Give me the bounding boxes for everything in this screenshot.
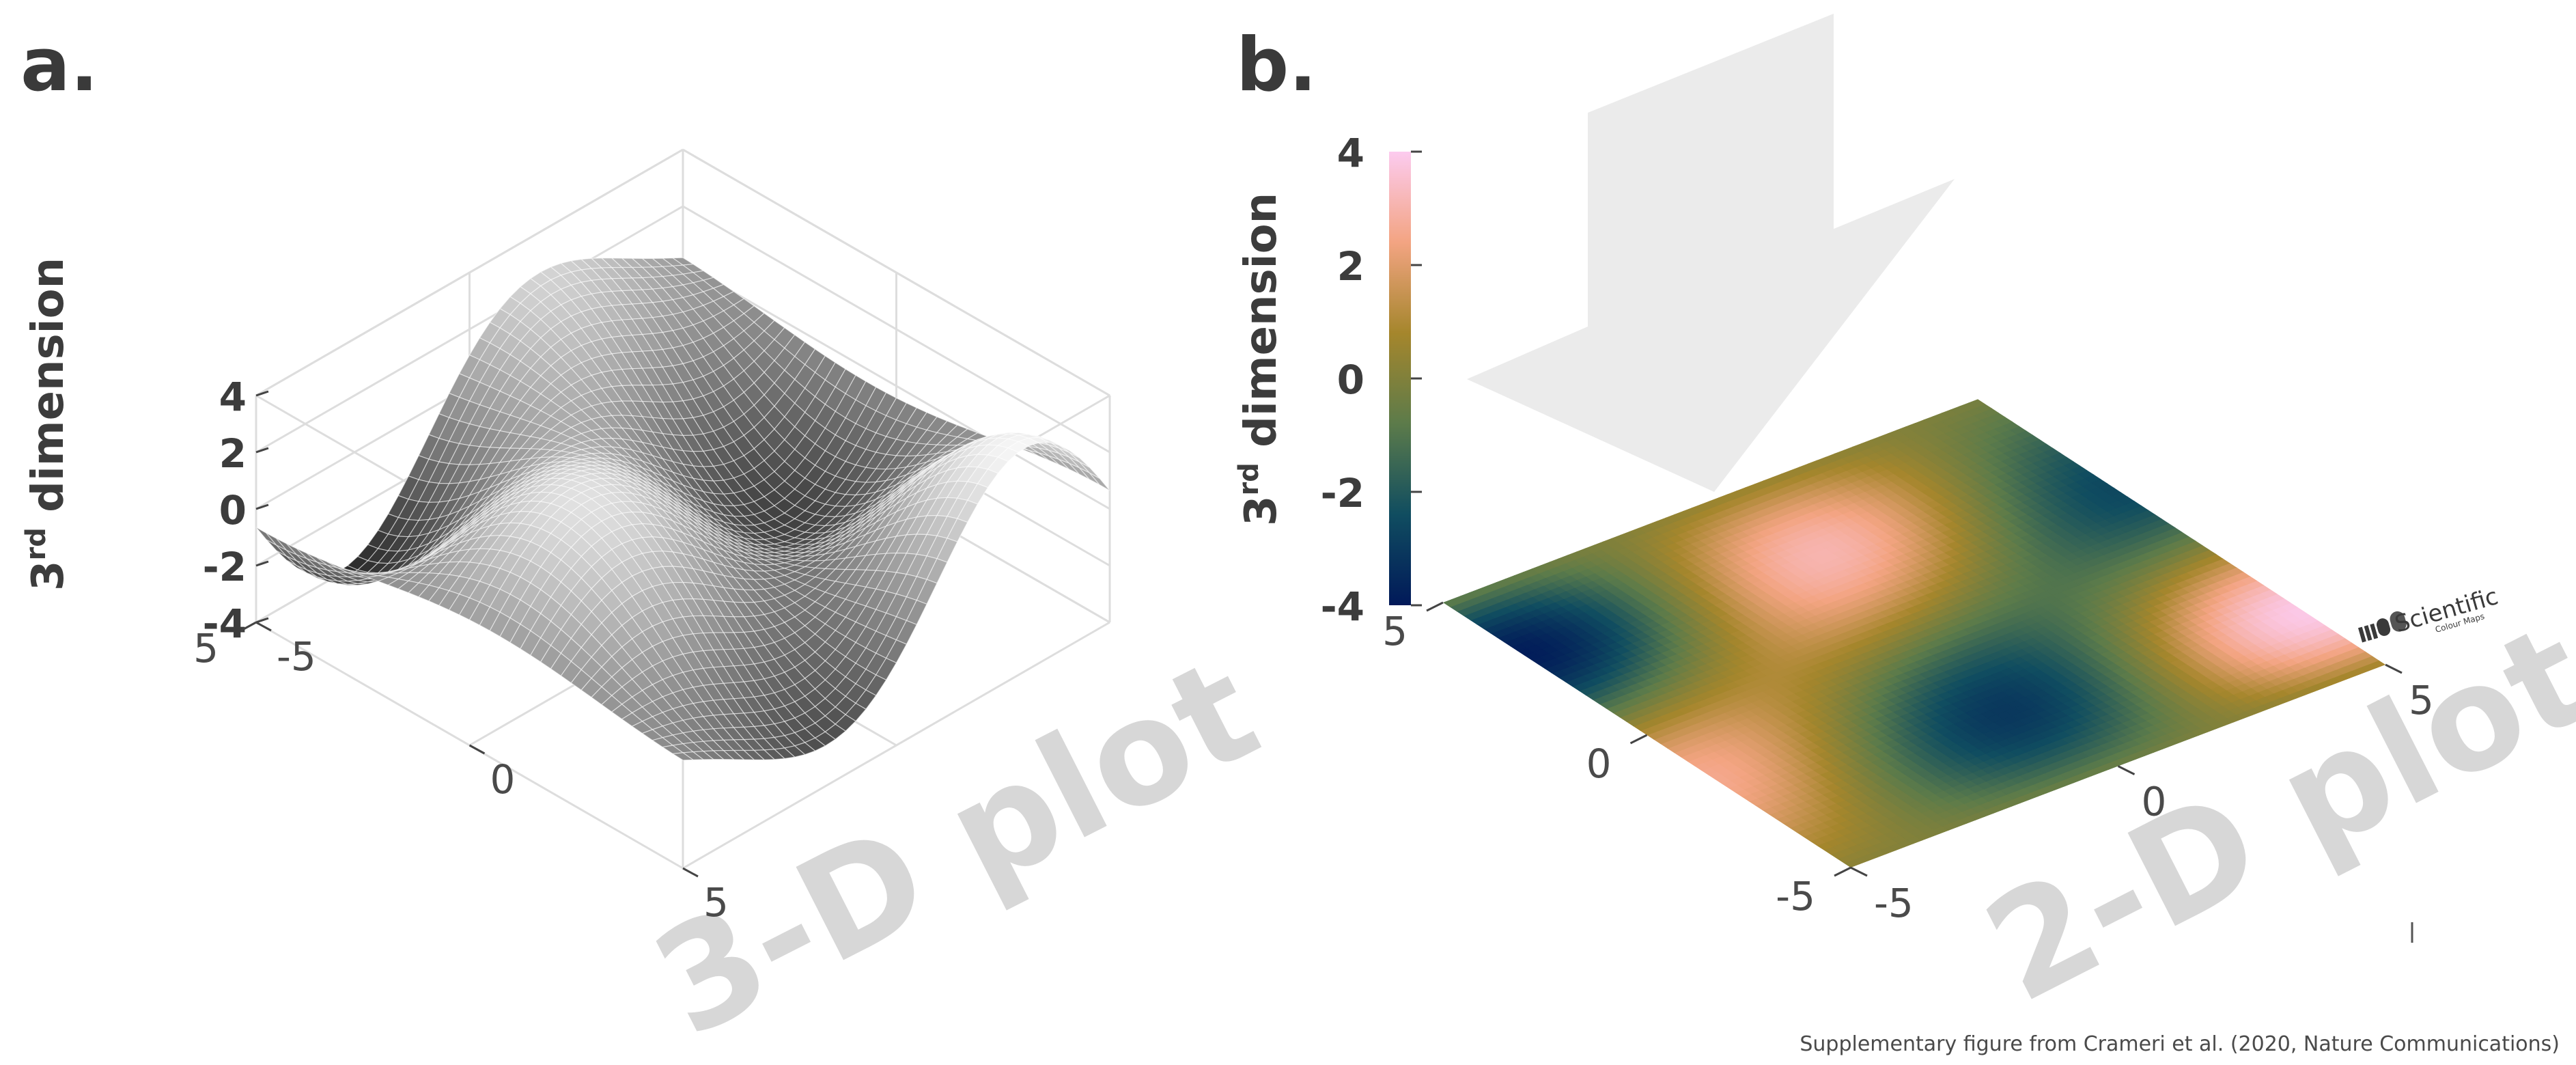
surface-facet bbox=[1089, 472, 1110, 491]
z-tick bbox=[255, 447, 269, 454]
y-tick-label: -5 bbox=[277, 633, 316, 680]
panel-a-z-axis-label: 3rd dimension bbox=[20, 258, 74, 591]
colorbar bbox=[1389, 152, 1411, 605]
surface-facet bbox=[671, 752, 695, 761]
surface-facet bbox=[255, 527, 277, 546]
z-tick-label: -4 bbox=[203, 600, 247, 647]
y-tick bbox=[468, 744, 486, 755]
z-tick-label: 4 bbox=[219, 374, 247, 420]
floor-grid-line bbox=[682, 621, 1110, 870]
heatmap-plane bbox=[1443, 399, 2385, 868]
wall-grid-line bbox=[682, 262, 1110, 510]
wall-grid-line bbox=[255, 148, 684, 397]
y-tick bbox=[255, 621, 272, 632]
panel-a-surface bbox=[255, 257, 1110, 761]
z-tick bbox=[255, 390, 269, 397]
wall-grid-line bbox=[682, 148, 1110, 397]
panel-a-z-ticks: -4 -2 0 2 4 bbox=[203, 374, 269, 647]
z-tick bbox=[255, 617, 269, 624]
wall-grid-line bbox=[682, 205, 1110, 454]
panel-b-colorbar-label: 3rd dimension bbox=[1233, 193, 1287, 526]
colorbar-tick-label: 4 bbox=[1337, 130, 1364, 176]
y-tick-label: 0 bbox=[490, 756, 516, 803]
colorbar-tick-label: 2 bbox=[1337, 243, 1364, 290]
panel-a-letter: a. bbox=[20, 23, 98, 108]
z-tick bbox=[255, 503, 269, 510]
y-tick bbox=[682, 867, 699, 878]
z-tick-label: -2 bbox=[203, 544, 247, 590]
projection-arrow-icon bbox=[1467, 14, 1955, 492]
z-tick bbox=[255, 560, 269, 567]
panel-b-letter: b. bbox=[1236, 23, 1317, 108]
x-tick-label: 5 bbox=[193, 625, 219, 672]
y-tick-label: 5 bbox=[703, 879, 729, 926]
x-tick bbox=[240, 621, 257, 632]
colorbar-ticks: 4 2 0 -2 -4 bbox=[1321, 130, 1422, 630]
wall-grid-line bbox=[255, 205, 684, 454]
colorbar-tick-label: -4 bbox=[1321, 583, 1364, 630]
z-tick-label: 2 bbox=[219, 430, 247, 477]
panel-b: b. 2-D plot 3rd dimension 420-2-4 -505-5… bbox=[1233, 14, 2576, 1035]
colorbar-tick-label: 0 bbox=[1337, 357, 1364, 403]
z-tick-label: 0 bbox=[219, 487, 247, 534]
colorbar-tick-label: -2 bbox=[1321, 470, 1364, 516]
